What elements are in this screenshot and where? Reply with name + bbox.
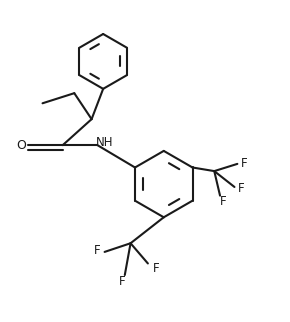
Text: F: F <box>241 157 248 170</box>
Text: F: F <box>238 182 245 195</box>
Text: F: F <box>94 244 101 257</box>
Text: F: F <box>220 195 226 208</box>
Text: NH: NH <box>96 136 113 149</box>
Text: F: F <box>119 275 125 288</box>
Text: F: F <box>153 262 159 275</box>
Text: O: O <box>16 139 26 152</box>
